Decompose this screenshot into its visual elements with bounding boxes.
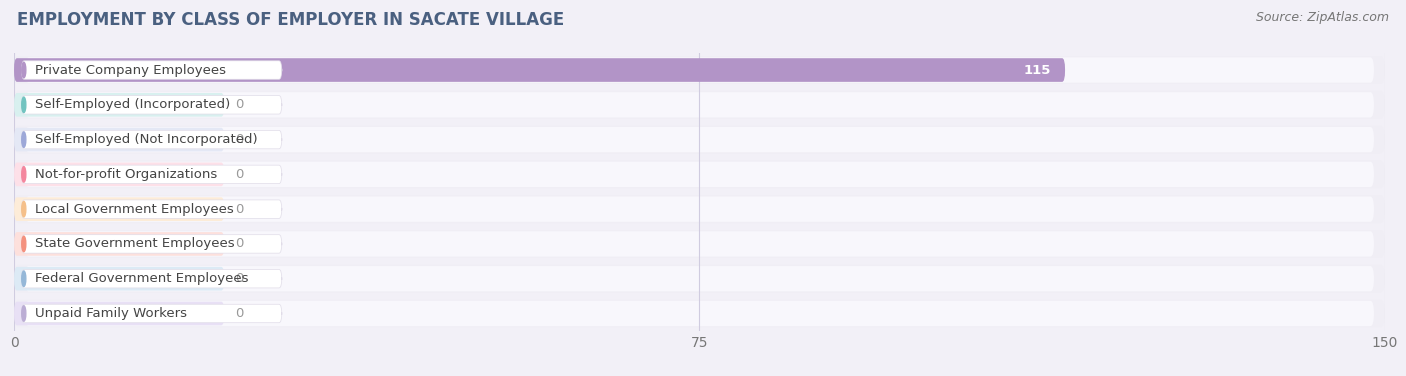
FancyBboxPatch shape <box>14 265 1385 293</box>
FancyBboxPatch shape <box>14 93 225 117</box>
Text: Local Government Employees: Local Government Employees <box>35 203 233 216</box>
FancyBboxPatch shape <box>25 58 1374 83</box>
FancyBboxPatch shape <box>25 197 1374 222</box>
FancyBboxPatch shape <box>21 235 281 253</box>
FancyBboxPatch shape <box>21 61 281 79</box>
FancyBboxPatch shape <box>14 230 1385 258</box>
Text: Unpaid Family Workers: Unpaid Family Workers <box>35 307 187 320</box>
Text: 0: 0 <box>235 203 243 216</box>
FancyBboxPatch shape <box>21 270 281 288</box>
Text: Self-Employed (Not Incorporated): Self-Employed (Not Incorporated) <box>35 133 257 146</box>
Circle shape <box>21 132 25 147</box>
FancyBboxPatch shape <box>21 130 281 149</box>
FancyBboxPatch shape <box>21 165 281 183</box>
Circle shape <box>21 236 25 252</box>
Text: Source: ZipAtlas.com: Source: ZipAtlas.com <box>1256 11 1389 24</box>
FancyBboxPatch shape <box>25 266 1374 291</box>
Text: EMPLOYMENT BY CLASS OF EMPLOYER IN SACATE VILLAGE: EMPLOYMENT BY CLASS OF EMPLOYER IN SACAT… <box>17 11 564 29</box>
Text: Self-Employed (Incorporated): Self-Employed (Incorporated) <box>35 98 231 111</box>
Text: 0: 0 <box>235 98 243 111</box>
Text: Federal Government Employees: Federal Government Employees <box>35 272 249 285</box>
FancyBboxPatch shape <box>25 301 1374 326</box>
Text: Not-for-profit Organizations: Not-for-profit Organizations <box>35 168 218 181</box>
FancyBboxPatch shape <box>14 195 1385 223</box>
Circle shape <box>21 62 25 78</box>
Circle shape <box>21 167 25 182</box>
Text: 0: 0 <box>235 237 243 250</box>
FancyBboxPatch shape <box>25 92 1374 117</box>
FancyBboxPatch shape <box>14 58 1066 82</box>
Text: State Government Employees: State Government Employees <box>35 237 235 250</box>
Circle shape <box>21 306 25 321</box>
FancyBboxPatch shape <box>21 96 281 114</box>
Text: 0: 0 <box>235 272 243 285</box>
Circle shape <box>21 202 25 217</box>
FancyBboxPatch shape <box>25 231 1374 256</box>
FancyBboxPatch shape <box>14 197 225 221</box>
Circle shape <box>21 97 25 112</box>
FancyBboxPatch shape <box>14 302 225 325</box>
FancyBboxPatch shape <box>21 304 281 323</box>
Text: 0: 0 <box>235 133 243 146</box>
FancyBboxPatch shape <box>14 161 1385 188</box>
Text: Private Company Employees: Private Company Employees <box>35 64 226 77</box>
FancyBboxPatch shape <box>14 232 225 256</box>
Text: 0: 0 <box>235 168 243 181</box>
FancyBboxPatch shape <box>14 267 225 291</box>
Text: 115: 115 <box>1024 64 1052 77</box>
FancyBboxPatch shape <box>14 126 1385 153</box>
FancyBboxPatch shape <box>21 200 281 218</box>
FancyBboxPatch shape <box>14 162 225 186</box>
Circle shape <box>21 271 25 287</box>
FancyBboxPatch shape <box>25 162 1374 187</box>
FancyBboxPatch shape <box>25 127 1374 152</box>
FancyBboxPatch shape <box>14 56 1385 84</box>
FancyBboxPatch shape <box>14 128 225 152</box>
FancyBboxPatch shape <box>14 300 1385 327</box>
Text: 0: 0 <box>235 307 243 320</box>
FancyBboxPatch shape <box>14 91 1385 119</box>
